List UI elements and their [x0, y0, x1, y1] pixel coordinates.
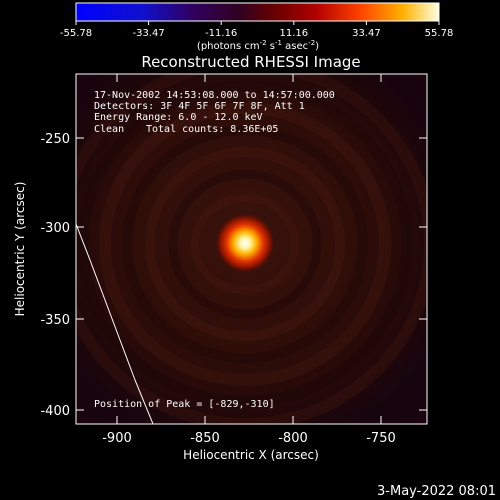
- y-tick-label: -250: [40, 132, 70, 147]
- x-tick-label: -800: [278, 431, 308, 446]
- solar-limb-line: [76, 223, 154, 424]
- image-area: [76, 74, 427, 424]
- y-axis-label: Heliocentric Y (arcsec): [13, 182, 27, 317]
- y-tick-label: -400: [40, 404, 70, 419]
- colorbar-tick-label: -55.78: [60, 28, 92, 39]
- x-tick-label: -850: [190, 431, 220, 446]
- colorbar-tick-label: 33.47: [352, 28, 381, 39]
- x-axis-label: Heliocentric X (arcsec): [183, 448, 319, 462]
- info-time-range: 17-Nov-2002 14:53:08.000 to 14:57:00.000: [94, 90, 335, 101]
- timestamp: 3-May-2022 08:01: [377, 484, 496, 499]
- colorbar: [75, 2, 440, 22]
- flare-source: [215, 213, 275, 273]
- colorbar-tick-label: -33.47: [132, 28, 164, 39]
- info-clean: Clean: [94, 124, 124, 135]
- peak-position-label: Position of Peak = [-829,-310]: [94, 399, 275, 410]
- y-tick-label: -300: [40, 221, 70, 236]
- y-tick-label: -350: [40, 313, 70, 328]
- info-total-counts: Total counts: 8.36E+05: [146, 124, 278, 135]
- x-tick-label: -750: [366, 431, 396, 446]
- colorbar-tick-label: 55.78: [425, 28, 454, 39]
- colorbar-units: (photons cm-2 s-1 asec-2): [197, 39, 319, 52]
- info-detectors: Detectors: 3F 4F 5F 6F 7F 8F, Att 1: [94, 101, 305, 112]
- x-axis-ticks: [116, 74, 382, 424]
- x-tick-label: -900: [102, 431, 132, 446]
- colorbar-ticks: [75, 21, 440, 25]
- colorbar-tick-label: -11.16: [205, 28, 237, 39]
- plot-title: Reconstructed RHESSI Image: [141, 53, 360, 71]
- colorbar-tick-label: 11.16: [279, 28, 308, 39]
- y-axis-ticks: [76, 137, 427, 411]
- info-energy-range: Energy Range: 6.0 - 12.0 keV: [94, 112, 263, 123]
- plot-frame: [75, 73, 428, 425]
